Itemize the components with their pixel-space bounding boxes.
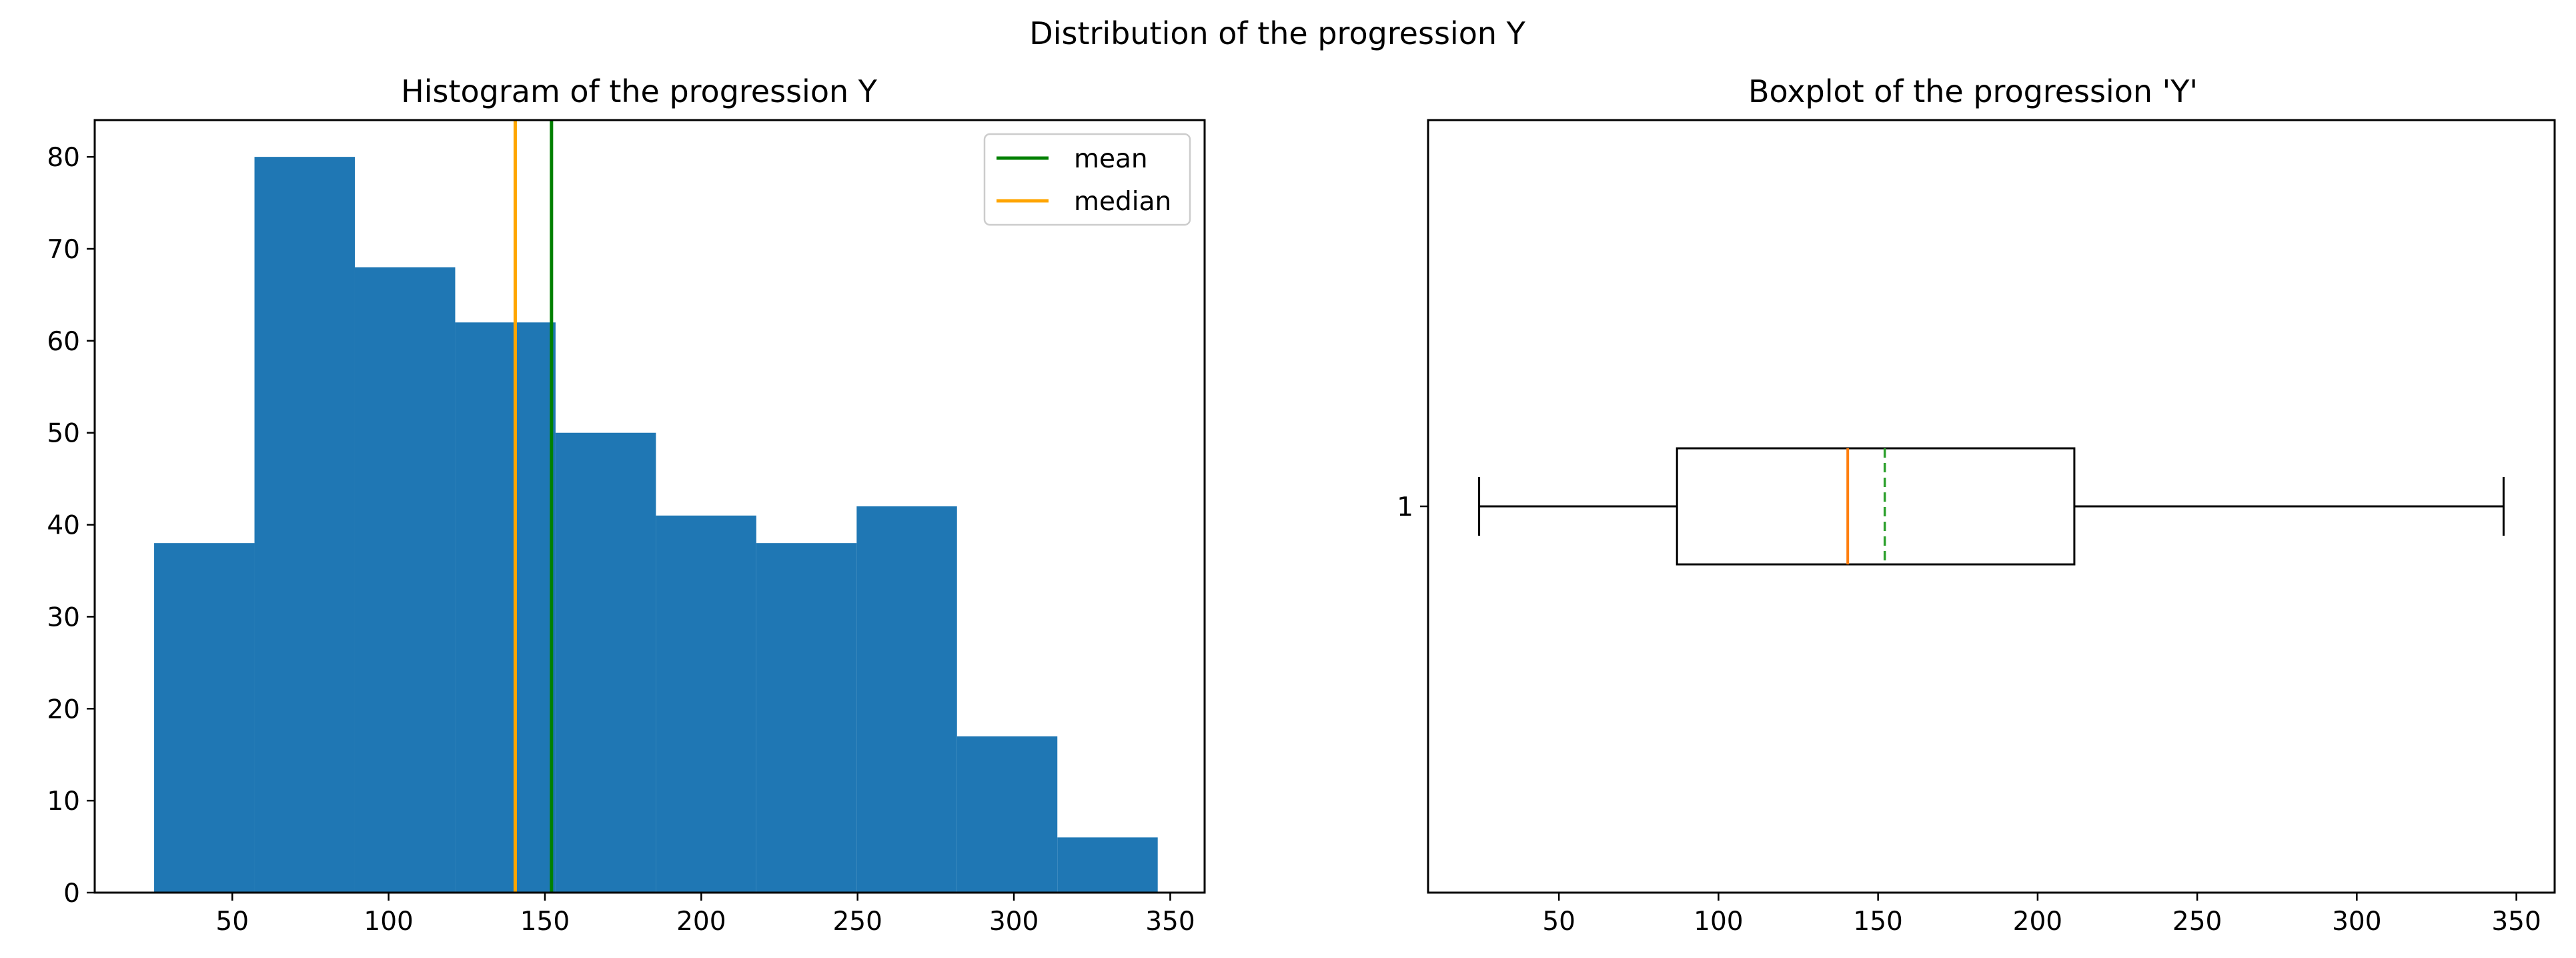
histogram-reference-lines <box>513 120 554 893</box>
boxplot-x-tick-label: 150 <box>1853 907 1902 937</box>
histogram-panel: Histogram of the progression Y 50 100 150 2… <box>47 73 1206 937</box>
histogram-x-tick-label: 250 <box>832 907 882 937</box>
boxplot-x-tick-label: 250 <box>2172 907 2222 937</box>
boxplot-x-tick-label: 200 <box>2013 907 2062 937</box>
histogram-y-ticks: 0 10 20 30 40 50 60 70 80 <box>47 143 95 909</box>
boxplot-x-tick-label: 100 <box>1694 907 1743 937</box>
boxplot-x-tick-label: 300 <box>2332 907 2381 937</box>
histogram-bars <box>154 157 1158 893</box>
histogram-x-tick-label: 300 <box>989 907 1039 937</box>
histogram-y-tick-label: 20 <box>47 694 80 725</box>
boxplot-box <box>1676 447 2076 566</box>
histogram-y-tick-label: 60 <box>47 327 80 357</box>
histogram-x-tick-label: 350 <box>1145 907 1195 937</box>
histogram-x-ticks: 50 100 150 200 250 300 350 <box>215 893 1195 937</box>
histogram-y-tick-label: 30 <box>47 602 80 632</box>
histogram-bar <box>756 543 857 893</box>
histogram-bar <box>254 157 355 893</box>
histogram-bar <box>154 543 255 893</box>
boxplot-x-tick-label: 50 <box>1542 907 1575 937</box>
histogram-bar <box>354 267 456 893</box>
boxplot-panel: Boxplot of the progression 'Y' 50 100 150 2… <box>1397 73 2556 937</box>
histogram-x-tick-label: 50 <box>215 907 249 937</box>
histogram-bar <box>555 432 656 893</box>
boxplot-title: Boxplot of the progression 'Y' <box>1748 73 2198 109</box>
histogram-legend: mean median <box>983 133 1191 226</box>
histogram-title: Histogram of the progression Y <box>401 73 878 109</box>
histogram-y-tick-label: 70 <box>47 235 80 265</box>
legend-median-label: median <box>1074 187 1171 217</box>
figure-suptitle: Distribution of the progression Y <box>1029 15 1525 51</box>
boxplot-y-ticks: 1 <box>1397 492 1428 522</box>
legend-mean-label: mean <box>1074 144 1148 174</box>
boxplot-x-ticks: 50 100 150 200 250 300 350 <box>1542 893 2541 937</box>
histogram-x-tick-label: 150 <box>520 907 570 937</box>
histogram-y-tick-label: 80 <box>47 143 80 173</box>
boxplot-x-tick-label: 350 <box>2491 907 2541 937</box>
histogram-bar <box>455 322 556 893</box>
boxplot-y-tick-label: 1 <box>1397 492 1413 522</box>
histogram-y-tick-label: 10 <box>47 787 80 817</box>
histogram-x-tick-label: 100 <box>364 907 413 937</box>
histogram-bar <box>1057 837 1158 893</box>
histogram-axes-frame <box>93 119 1206 894</box>
histogram-bar <box>656 515 756 893</box>
histogram-bar <box>956 736 1058 893</box>
histogram-y-tick-label: 50 <box>47 419 80 449</box>
histogram-bar <box>856 506 957 893</box>
boxplot-elements <box>1478 447 2505 566</box>
histogram-y-tick-label: 0 <box>63 879 80 909</box>
histogram-y-tick-label: 40 <box>47 511 80 541</box>
histogram-x-tick-label: 200 <box>676 907 726 937</box>
